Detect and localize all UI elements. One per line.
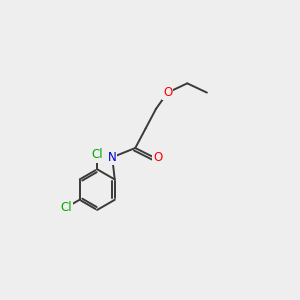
Text: N: N [108,151,116,164]
Text: O: O [163,86,172,99]
Text: Cl: Cl [61,201,72,214]
Text: Cl: Cl [91,148,103,161]
Text: O: O [153,151,163,164]
Text: H: H [97,152,104,162]
